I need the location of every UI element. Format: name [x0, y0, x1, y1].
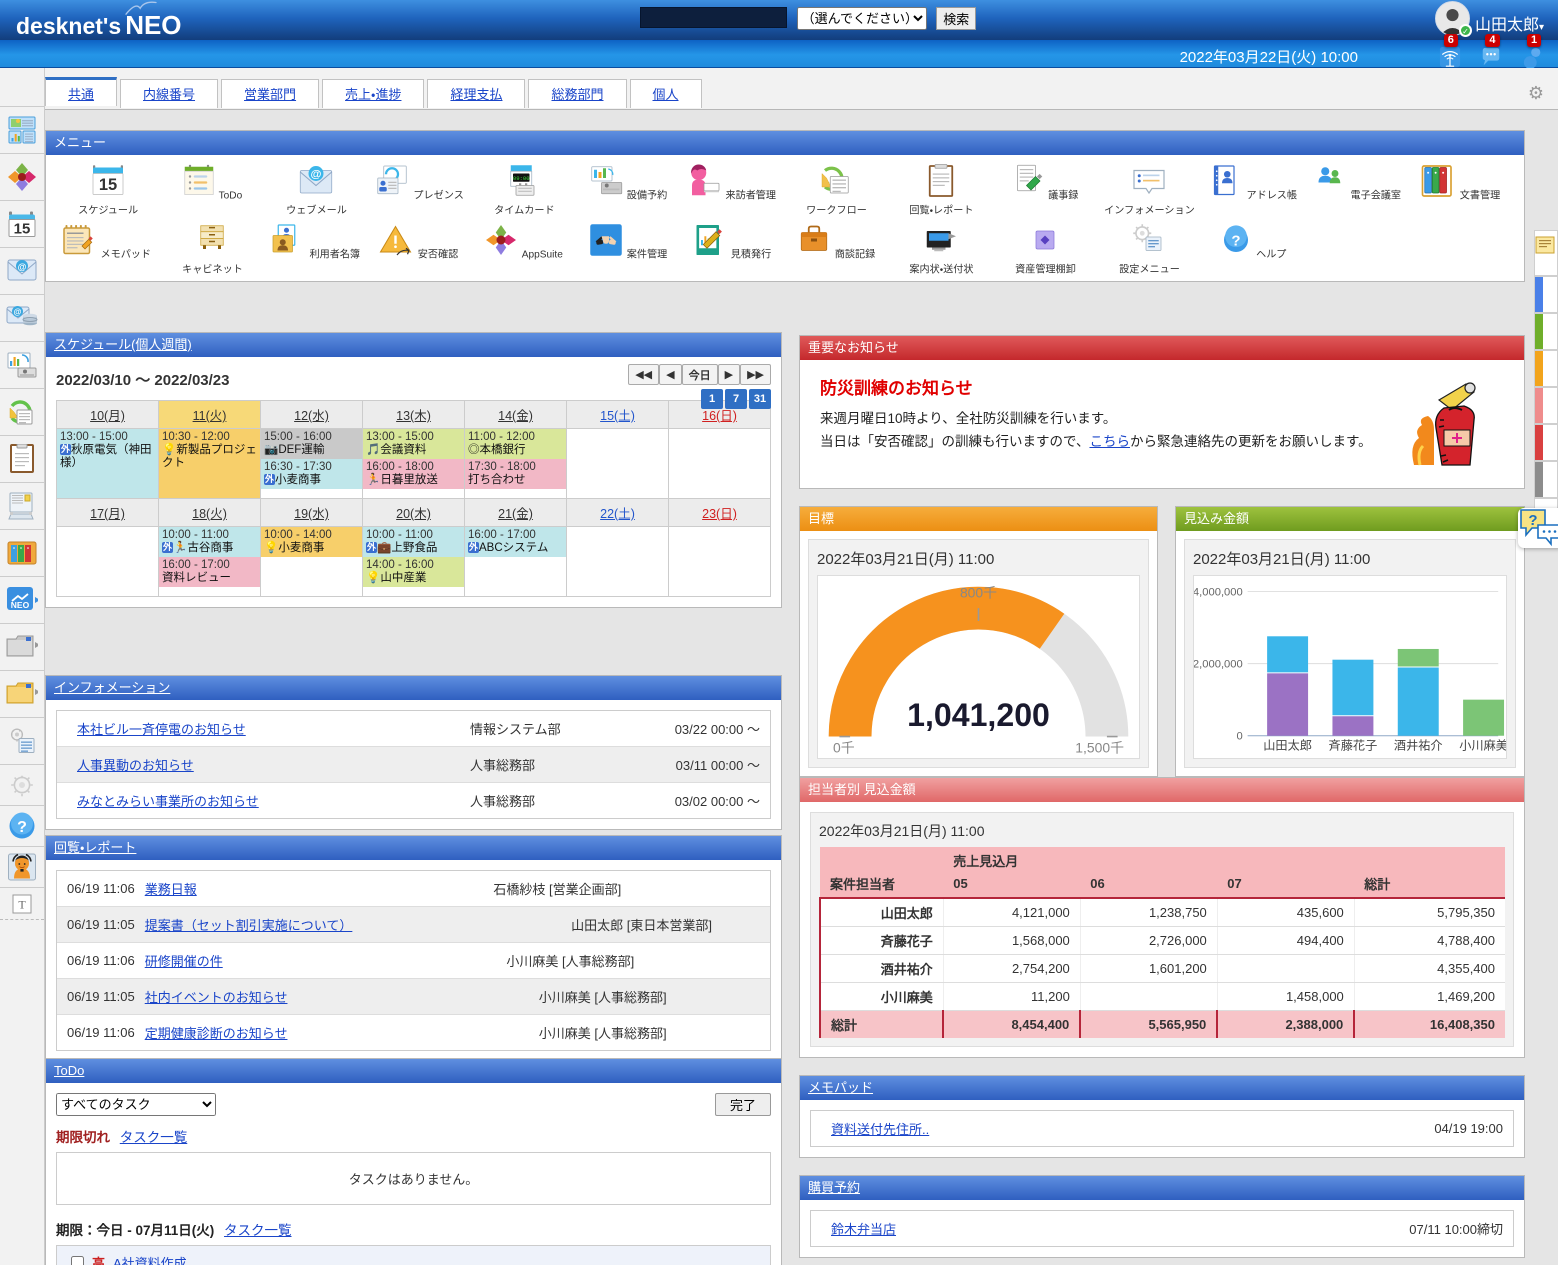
svg-text:15: 15: [14, 221, 31, 238]
svg-text:?: ?: [17, 819, 27, 836]
svg-text:小川麻美: 小川麻美: [1459, 738, 1506, 752]
svg-text:斉藤花子: 斉藤花子: [1329, 738, 1378, 752]
svg-text:?: ?: [1528, 512, 1537, 529]
svg-text:@: @: [14, 308, 22, 317]
svg-text:?: ?: [1232, 232, 1241, 249]
svg-text:0: 0: [1237, 731, 1243, 743]
svg-text:09:00: 09:00: [512, 175, 529, 182]
svg-text:800千: 800千: [960, 584, 997, 600]
svg-text:NEO: NEO: [11, 600, 30, 610]
svg-text:山田太郎: 山田太郎: [1263, 737, 1312, 752]
svg-text:1,500千: 1,500千: [1075, 740, 1124, 756]
svg-text:2,000,000: 2,000,000: [1194, 658, 1243, 670]
svg-text:T: T: [18, 897, 26, 911]
svg-text:酒井祐介: 酒井祐介: [1394, 737, 1443, 752]
svg-text:1,041,200: 1,041,200: [907, 697, 1050, 733]
svg-text:15: 15: [99, 176, 117, 194]
svg-text:@: @: [311, 169, 322, 181]
svg-text:@: @: [18, 262, 27, 272]
svg-text:0千: 0千: [833, 740, 855, 756]
svg-text:4,000,000: 4,000,000: [1194, 586, 1243, 598]
